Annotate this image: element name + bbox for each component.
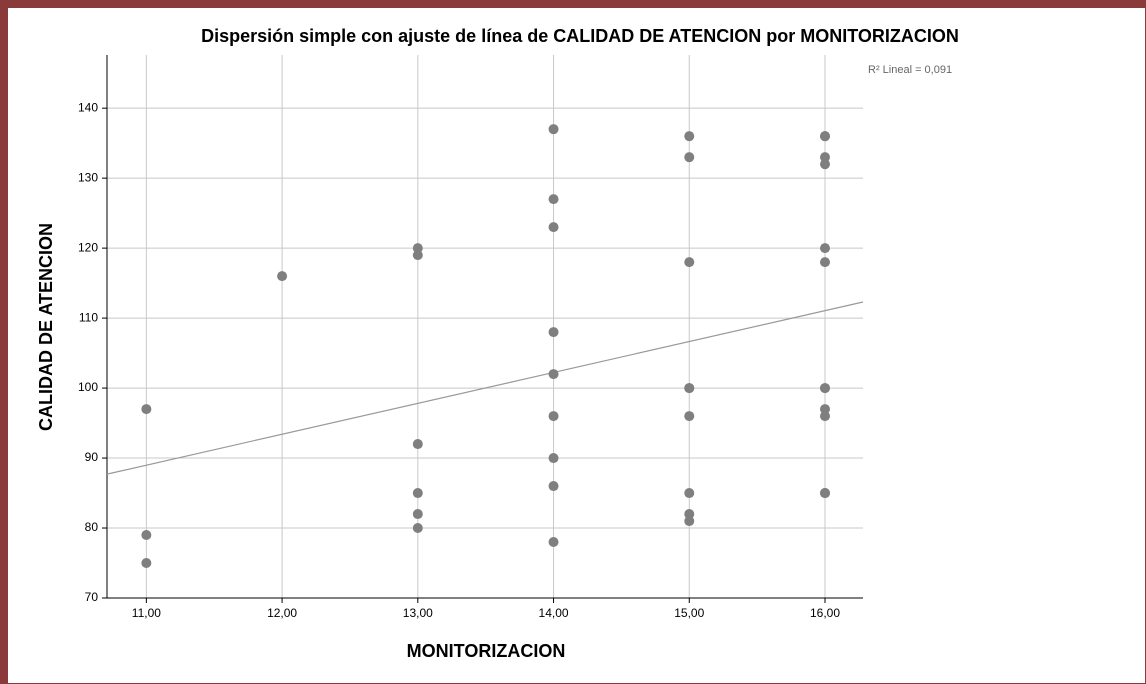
point [819,152,830,163]
point [412,250,423,261]
point [548,481,559,492]
point [412,523,423,534]
point [819,243,830,254]
point [684,152,695,163]
annotation: R² Lineal = 0,091 [868,64,952,76]
point [412,509,423,520]
point [548,327,559,338]
y-tick-label: 140 [78,100,98,114]
point [548,222,559,233]
point [684,257,695,268]
point [412,488,423,499]
point [412,243,423,254]
point [277,271,288,282]
point [819,383,830,394]
point [548,453,559,464]
x-tick-label: 16,00 [810,606,840,620]
point [141,530,152,541]
y-tick-label: 80 [85,520,99,534]
background [8,8,1145,683]
y-tick-label: 90 [85,450,99,464]
point [819,257,830,268]
y-tick-label: 120 [78,240,98,254]
x-tick-label: 15,00 [674,606,704,620]
x-tick-label: 14,00 [539,606,569,620]
point [819,411,830,422]
fit-line [106,301,864,475]
point [548,369,559,380]
point [684,516,695,527]
x-tick-label: 11,00 [132,606,161,620]
y-tick-label: 100 [78,380,98,394]
point [684,383,695,394]
point [819,131,830,142]
y-tick-label: 110 [79,310,98,324]
point [412,439,423,450]
y-axis-label: CALIDAD DE ATENCION [36,223,56,431]
point [819,404,830,415]
point [819,159,830,170]
y-tick-label: 70 [85,590,99,604]
x-axis-label: MONITORIZACION [407,641,566,661]
x-tick-label: 13,00 [403,606,433,620]
y-tick-label: 130 [78,170,98,184]
point [141,404,152,415]
point [548,124,559,135]
point [684,131,695,142]
point [684,509,695,520]
chart-title: Dispersión simple con ajuste de línea de… [201,26,959,46]
point [548,194,559,205]
point [684,488,695,499]
point [548,411,559,422]
point [548,537,559,548]
x-tick-label: 12,00 [267,606,297,620]
point [684,411,695,422]
point [141,558,152,569]
point [819,488,830,499]
